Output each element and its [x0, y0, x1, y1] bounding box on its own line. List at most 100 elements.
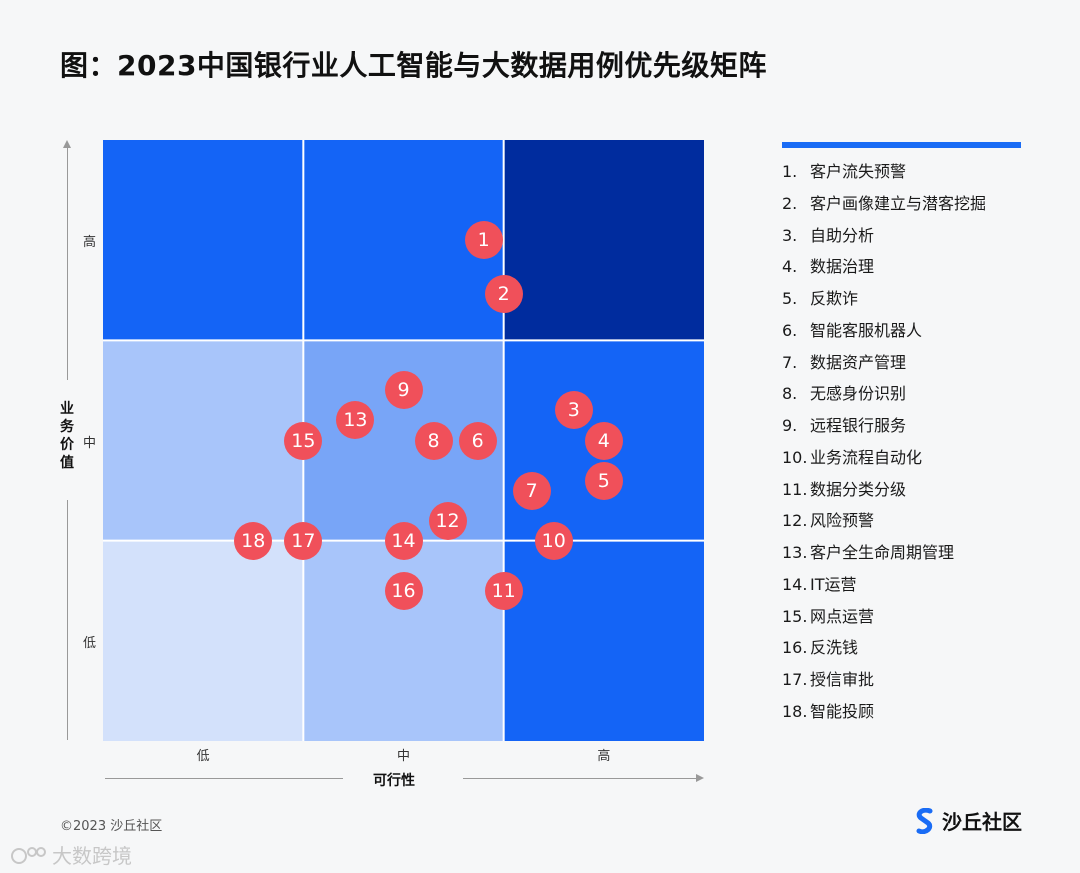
y-axis-label-char: 务	[60, 419, 74, 435]
legend-item: 18. 智能投顾	[782, 700, 986, 732]
legend-item-number: 17.	[782, 670, 808, 689]
legend-item-number: 2.	[782, 193, 798, 213]
legend-item: 14. IT运营	[782, 573, 986, 605]
y-axis-label-char: 值	[60, 455, 74, 471]
legend-item: 15. 网点运营	[782, 605, 986, 637]
matrix-cell-高-低	[103, 140, 304, 341]
legend-item-label: 反欺诈	[810, 289, 859, 308]
copyright-text: ©2023 沙丘社区	[60, 819, 163, 834]
legend-item-number: 15.	[782, 606, 808, 626]
y-axis-line-top	[67, 146, 68, 380]
matrix-cell-低-高	[503, 540, 704, 741]
legend-item: 7. 数据资产管理	[782, 351, 986, 383]
legend-item-number: 12.	[782, 511, 808, 531]
legend-item: 8. 无感身份识别	[782, 382, 986, 414]
legend-item-label: 无感身份识别	[810, 384, 907, 404]
data-point-17: 17	[284, 521, 323, 560]
data-point-9: 9	[384, 371, 423, 410]
x-tick-label: 中	[396, 749, 410, 764]
x-axis-line-right	[463, 778, 698, 779]
legend-item-label: 自助分析	[810, 225, 875, 245]
legend-item-label: 数据治理	[810, 257, 875, 277]
data-point-16: 16	[384, 571, 423, 610]
legend-item-label: 授信审批	[810, 670, 875, 689]
data-point-12: 12	[428, 501, 467, 540]
legend-item: 4. 数据治理	[782, 255, 986, 287]
data-point-5: 5	[584, 461, 623, 500]
chart-title: 图：2023中国银行业人工智能与大数据用例优先级矩阵	[60, 49, 767, 82]
x-tick-label: 高	[597, 749, 611, 764]
y-tick-label: 中	[83, 435, 97, 451]
y-axis-label-char: 价	[60, 437, 74, 453]
legend-item-number: 11.	[782, 479, 808, 499]
legend-item: 9. 远程银行服务	[782, 414, 986, 446]
legend-item-number: 16.	[782, 638, 808, 658]
x-axis-arrow-icon	[696, 774, 704, 782]
legend-item-label: 反洗钱	[810, 638, 859, 658]
legend-item: 17. 授信审批	[782, 668, 986, 700]
y-tick-label: 低	[83, 635, 97, 651]
legend-item: 3. 自助分析	[782, 224, 986, 256]
data-point-2: 2	[484, 275, 523, 314]
legend-item-label: 智能投顾	[810, 701, 875, 721]
x-axis-line-left	[105, 778, 343, 779]
s-logo-icon	[916, 807, 933, 834]
legend-item: 11. 数据分类分级	[782, 478, 986, 510]
legend-item-label: 网点运营	[810, 606, 875, 626]
matrix-cell-低-低	[103, 540, 304, 741]
data-point-4: 4	[584, 421, 623, 460]
legend-item: 6. 智能客服机器人	[782, 319, 986, 351]
legend-item-number: 8.	[782, 384, 798, 404]
y-axis-label-char: 业	[60, 401, 74, 417]
y-axis-line-bottom	[67, 500, 68, 740]
data-point-14: 14	[384, 521, 423, 560]
legend-item: 16. 反洗钱	[782, 636, 986, 668]
brand-name: 沙丘社区	[942, 810, 1022, 834]
y-tick-label: 高	[83, 235, 97, 251]
legend-item: 13. 客户全生命周期管理	[782, 541, 986, 573]
legend-item-number: 5.	[782, 289, 798, 308]
x-axis-label: 可行性	[373, 773, 415, 789]
watermark: 大数跨境	[10, 840, 132, 869]
legend-item: 5. 反欺诈	[782, 287, 986, 319]
legend-item-label: 智能客服机器人	[810, 320, 923, 340]
legend-item-number: 18.	[782, 701, 808, 721]
legend-item-label: 客户全生命周期管理	[810, 543, 955, 562]
matrix-cell-低-中	[303, 540, 504, 741]
legend-item: 1. 客户流失预警	[782, 160, 986, 192]
legend-item-number: 4.	[782, 257, 798, 277]
legend-item-label: 客户流失预警	[810, 162, 907, 181]
legend-item: 10. 业务流程自动化	[782, 446, 986, 478]
legend-item-label: 风险预警	[810, 511, 875, 531]
legend-item-number: 9.	[782, 416, 798, 435]
y-axis-label: 业务价值	[56, 400, 78, 472]
y-axis-label-text: 业务价值	[56, 400, 78, 472]
legend-item-number: 14.	[782, 574, 808, 594]
x-tick-label: 低	[196, 749, 210, 764]
matrix-grid	[103, 140, 704, 741]
legend-list: 1. 客户流失预警 2. 客户画像建立与潜客挖掘 3. 自助分析 4. 数据治理 5. 反欺诈 6.…	[782, 160, 986, 732]
data-point-15: 15	[284, 421, 323, 460]
watermark-text: 大数跨境	[52, 844, 132, 868]
legend-item-label: 数据分类分级	[810, 479, 907, 499]
legend-item-number: 10.	[782, 447, 808, 467]
legend-item-number: 7.	[782, 352, 798, 372]
matrix-cell-高-高	[503, 140, 704, 341]
legend-item-label: 客户画像建立与潜客挖掘	[810, 193, 987, 213]
data-point-1: 1	[464, 221, 503, 260]
data-point-10: 10	[534, 521, 573, 560]
priority-matrix	[103, 140, 704, 741]
data-point-18: 18	[234, 521, 273, 560]
legend-item: 12. 风险预警	[782, 509, 986, 541]
legend-item-label: 业务流程自动化	[810, 447, 923, 467]
legend-item-label: IT运营	[810, 574, 857, 594]
data-point-6: 6	[458, 421, 497, 460]
watermark-logo-icon	[11, 846, 46, 864]
legend-item-number: 6.	[782, 320, 798, 340]
legend-item-label: 远程银行服务	[810, 416, 907, 435]
legend-item-label: 数据资产管理	[810, 352, 907, 372]
legend-item-number: 13.	[782, 543, 808, 562]
data-point-13: 13	[336, 401, 375, 440]
matrix-cell-中-低	[103, 340, 304, 541]
data-point-7: 7	[512, 471, 551, 510]
